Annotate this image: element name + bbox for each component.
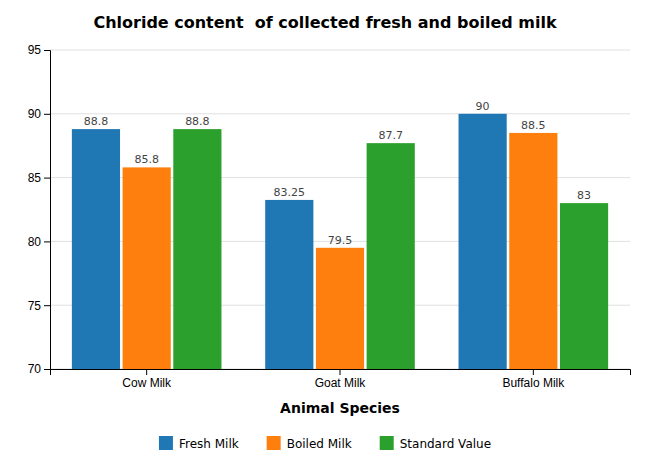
x-tick-label: Cow Milk	[122, 376, 172, 390]
data-label: 87.7	[378, 129, 403, 142]
bars	[72, 114, 608, 369]
data-label: 83.25	[274, 186, 306, 199]
y-tick-label: 70	[28, 362, 42, 376]
chart-title: Chloride content of collected fresh and …	[93, 13, 557, 32]
bar	[265, 200, 313, 369]
legend-swatch	[159, 436, 173, 450]
y-tick: 75	[28, 299, 50, 313]
bar	[316, 248, 364, 369]
x-tick-label: Buffalo Milk	[502, 376, 565, 390]
y-axis: 70 75 80 85 90 95	[28, 43, 51, 376]
bar-series	[173, 129, 608, 369]
legend-label: Fresh Milk	[179, 437, 239, 451]
x-tick-mark	[533, 369, 534, 375]
y-tick: 70	[28, 362, 50, 376]
x-tick: Goat Milk	[315, 369, 367, 390]
y-tick-label: 85	[28, 171, 42, 185]
x-tick: Buffalo Milk	[502, 369, 565, 390]
y-tick: 85	[28, 171, 50, 185]
data-label: 88.8	[84, 115, 109, 128]
bar	[459, 114, 507, 369]
data-label: 85.8	[134, 153, 159, 166]
y-tick: 90	[28, 107, 50, 121]
y-tick: 95	[28, 43, 50, 57]
legend-swatch	[267, 436, 281, 450]
legend-swatch	[380, 436, 394, 450]
y-tick-mark	[44, 369, 50, 370]
bar	[367, 143, 415, 369]
legend-item: Standard Value	[380, 436, 491, 451]
y-tick-mark	[44, 114, 50, 115]
data-label: 90	[476, 100, 490, 113]
y-tick-mark	[44, 50, 50, 51]
y-tick-mark	[44, 241, 50, 242]
grid-line	[50, 50, 630, 51]
data-label: 88.5	[521, 119, 546, 132]
bar-series	[72, 114, 507, 369]
y-axis-line	[44, 51, 51, 370]
bar	[509, 133, 557, 369]
x-axis: Cow Milk Goat Milk Buffalo Milk	[51, 369, 631, 390]
bar	[123, 167, 171, 369]
legend-item: Fresh Milk	[159, 436, 239, 451]
y-tick-label: 95	[28, 43, 42, 57]
data-labels: 88.8 83.25 90 85.8 79.5 88.5 88.8 87.7 83	[84, 100, 591, 247]
x-axis-title: Animal Species	[280, 400, 400, 416]
data-label: 79.5	[328, 234, 353, 247]
y-tick-mark	[44, 305, 50, 306]
legend: Fresh Milk Boiled Milk Standard Value	[159, 436, 491, 451]
y-tick: 80	[28, 235, 50, 249]
grid-line	[50, 113, 630, 114]
x-tick-label: Goat Milk	[315, 376, 367, 390]
legend-item: Boiled Milk	[267, 436, 352, 451]
legend-label: Boiled Milk	[287, 437, 352, 451]
data-label: 88.8	[185, 115, 210, 128]
x-tick-mark	[146, 369, 147, 375]
x-tick: Cow Milk	[122, 369, 172, 390]
y-tick-label: 80	[28, 235, 42, 249]
y-tick-label: 75	[28, 299, 42, 313]
chart-container: Chloride content of collected fresh and …	[0, 0, 650, 474]
bar	[560, 203, 608, 369]
x-axis-line	[51, 370, 631, 376]
y-tick-mark	[44, 178, 50, 179]
x-tick-mark	[340, 369, 341, 375]
legend-label: Standard Value	[400, 437, 491, 451]
chart-svg: Chloride content of collected fresh and …	[0, 0, 650, 474]
bar	[173, 129, 221, 369]
bar	[72, 129, 120, 369]
y-tick-label: 90	[28, 107, 42, 121]
data-label: 83	[577, 189, 591, 202]
